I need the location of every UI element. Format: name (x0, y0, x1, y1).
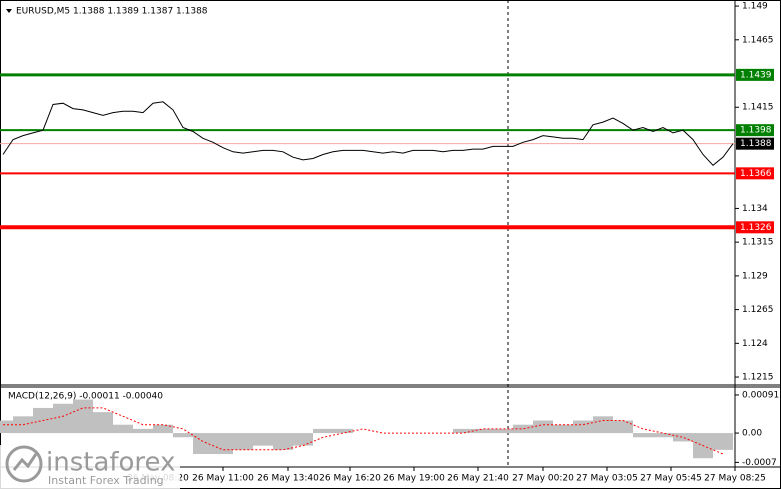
bid-label-bg (736, 137, 774, 150)
macd-bar (193, 433, 213, 455)
macd-bar (553, 424, 573, 434)
y-tick-label: 1.1315 (742, 238, 774, 248)
y-tick-label: 0.00091 (742, 390, 779, 400)
x-tick-label: 27 May 00:20 (512, 474, 574, 484)
x-tick-label: 26 May 13:40 (257, 474, 319, 484)
x-tick-label: 27 May 05:45 (640, 474, 702, 484)
chart-title: EURUSD,M5 1.1388 1.1389 1.1387 1.1388 (16, 7, 208, 17)
level-label-bg (736, 124, 774, 137)
y-tick-label: 1.149 (742, 2, 768, 12)
macd-bar (613, 420, 633, 434)
x-tick-label: 26 May 19:00 (383, 474, 445, 484)
level-label: 1.1439 (740, 70, 772, 80)
macd-bar (653, 433, 673, 438)
y-tick-label: 1.134 (742, 204, 768, 214)
macd-bar (313, 428, 333, 434)
level-label: 1.1366 (740, 169, 772, 179)
x-tick-label: 26 May 21:40 (447, 474, 509, 484)
macd-bar (253, 433, 273, 446)
macd-bar (133, 428, 153, 434)
watermark: instaforex Instant Forex Trading (0, 445, 180, 489)
watermark-brand: instaforex (46, 448, 175, 478)
macd-bar (533, 420, 553, 434)
macd-bar (333, 428, 353, 434)
x-tick-label: 27 May 08:25 (704, 474, 766, 484)
macd-bar (473, 428, 493, 434)
x-tick-label: 27 May 03:05 (576, 474, 638, 484)
macd-bar (513, 424, 533, 434)
macd-bar (153, 424, 173, 434)
level-label-bg (736, 221, 774, 234)
logo-mark (12, 453, 38, 471)
y-tick-label: 1.129 (742, 271, 768, 281)
macd-bar (93, 412, 113, 434)
watermark-bg (0, 445, 180, 489)
y-tick-label: 1.1215 (742, 373, 774, 383)
macd-bar (573, 420, 593, 434)
macd-title: MACD(12,26,9) -0.00011 -0.00040 (8, 392, 163, 402)
macd-bar (213, 433, 233, 455)
macd-bar (273, 433, 293, 450)
macd-bar (233, 433, 253, 450)
macd-bar (53, 403, 73, 434)
macd-bar (493, 428, 513, 434)
level-label-bg (736, 68, 774, 81)
y-tick-label: 1.124 (742, 339, 768, 349)
macd-bar (113, 424, 133, 434)
macd-bar (713, 433, 733, 450)
y-tick-label: 1.1265 (742, 305, 774, 315)
x-tick-label: 26 May 16:20 (319, 474, 381, 484)
level-label: 1.1398 (740, 126, 772, 136)
watermark-tagline: Instant Forex Trading (48, 474, 164, 487)
bid-label: 1.1388 (740, 139, 772, 149)
macd-bar (593, 416, 613, 434)
macd-bar (453, 428, 473, 434)
y-tick-label: -0.0007 (742, 458, 777, 468)
macd-bar (293, 433, 313, 446)
price-line (2, 101, 734, 166)
logo-ring (5, 445, 43, 483)
signal-line (3, 407, 724, 455)
x-tick-label: 26 May 11:00 (192, 474, 254, 484)
level-label-bg (736, 167, 774, 180)
y-tick-label: 1.1465 (742, 35, 774, 45)
level-label: 1.1326 (740, 223, 772, 233)
y-tick-label: 1.1415 (742, 103, 774, 113)
macd-bar (0, 420, 13, 434)
macd-bar (173, 433, 193, 438)
macd-bar (633, 433, 653, 438)
macd-bar (73, 399, 93, 434)
menu-triangle (6, 9, 12, 13)
macd-bar (673, 433, 693, 442)
y-tick-label: 0.00 (742, 429, 762, 439)
